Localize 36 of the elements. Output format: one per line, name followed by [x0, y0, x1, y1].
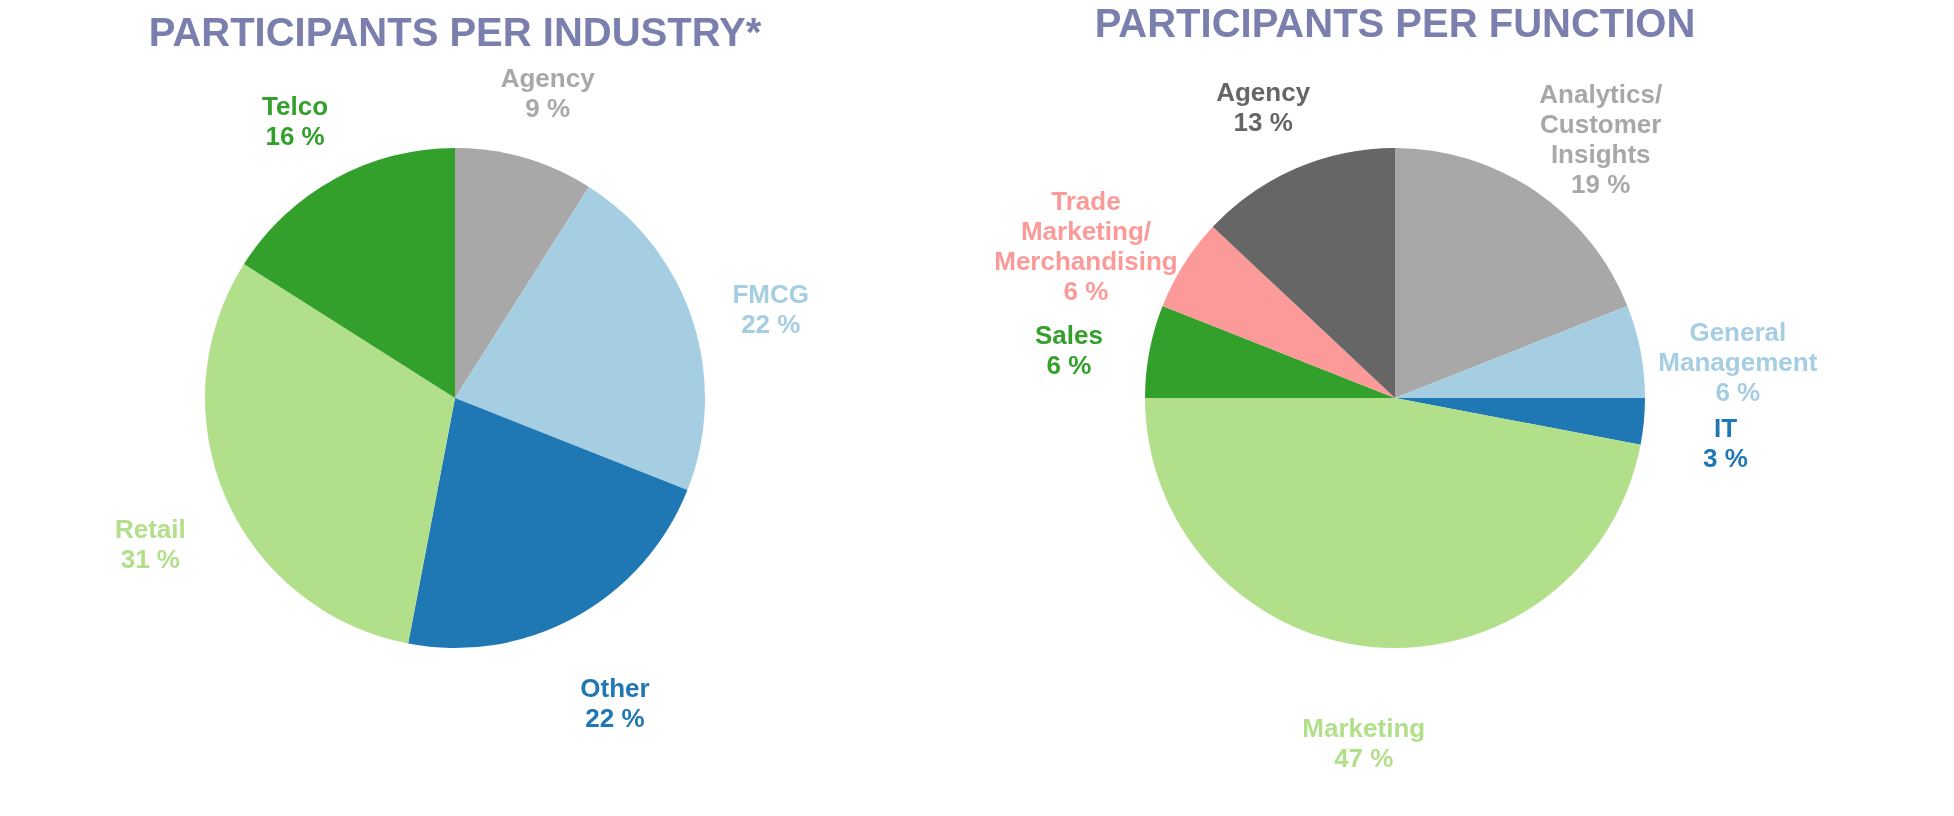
slice-label: Agency [1216, 77, 1311, 108]
slice-label: Marketing [1302, 712, 1426, 743]
data-label: 6 % [1046, 349, 1092, 380]
data-label: 6 % [1715, 376, 1761, 407]
slice-label: FMCG [732, 279, 810, 310]
data-label: 47 % [1334, 742, 1394, 773]
pie-slice [455, 186, 705, 491]
pie-slice [243, 148, 455, 398]
data-label: 19 % [1571, 169, 1631, 200]
slice-label: Other [580, 672, 650, 703]
pie-slice [455, 148, 589, 398]
data-label: 16 % [265, 121, 325, 152]
pie-slice [1145, 305, 1395, 398]
slice-label: Sales [1034, 319, 1103, 350]
slice-label: Telco [262, 91, 329, 122]
data-label: 9 % [525, 93, 571, 124]
slice-label: Agency [500, 63, 596, 94]
data-label: 22 % [741, 309, 801, 340]
slice-label: IT [1713, 413, 1738, 444]
pie-slice [1212, 148, 1395, 398]
pie-slice [205, 264, 455, 644]
slice-label: Retail [114, 513, 186, 544]
pie-slice [1395, 398, 1645, 445]
slice-label: General Management [1658, 316, 1818, 377]
data-label: 6 % [1063, 275, 1109, 306]
pie-slice [408, 398, 688, 648]
chart-title: PARTICIPANTS PER FUNCTION [1094, 1, 1696, 46]
pie-slice [1145, 398, 1641, 648]
pie-slice [1395, 305, 1645, 398]
chart-title: PARTICIPANTS PER INDUSTRY* [148, 10, 762, 54]
slice-label: Trade Marketing/Merchandising [994, 185, 1178, 276]
slice-label: Analytics/Customer Insights [1539, 79, 1663, 170]
data-label: 31 % [120, 543, 180, 574]
data-label: 13 % [1233, 107, 1293, 138]
data-label: 22 % [585, 702, 645, 733]
data-label: 3 % [1703, 443, 1748, 474]
